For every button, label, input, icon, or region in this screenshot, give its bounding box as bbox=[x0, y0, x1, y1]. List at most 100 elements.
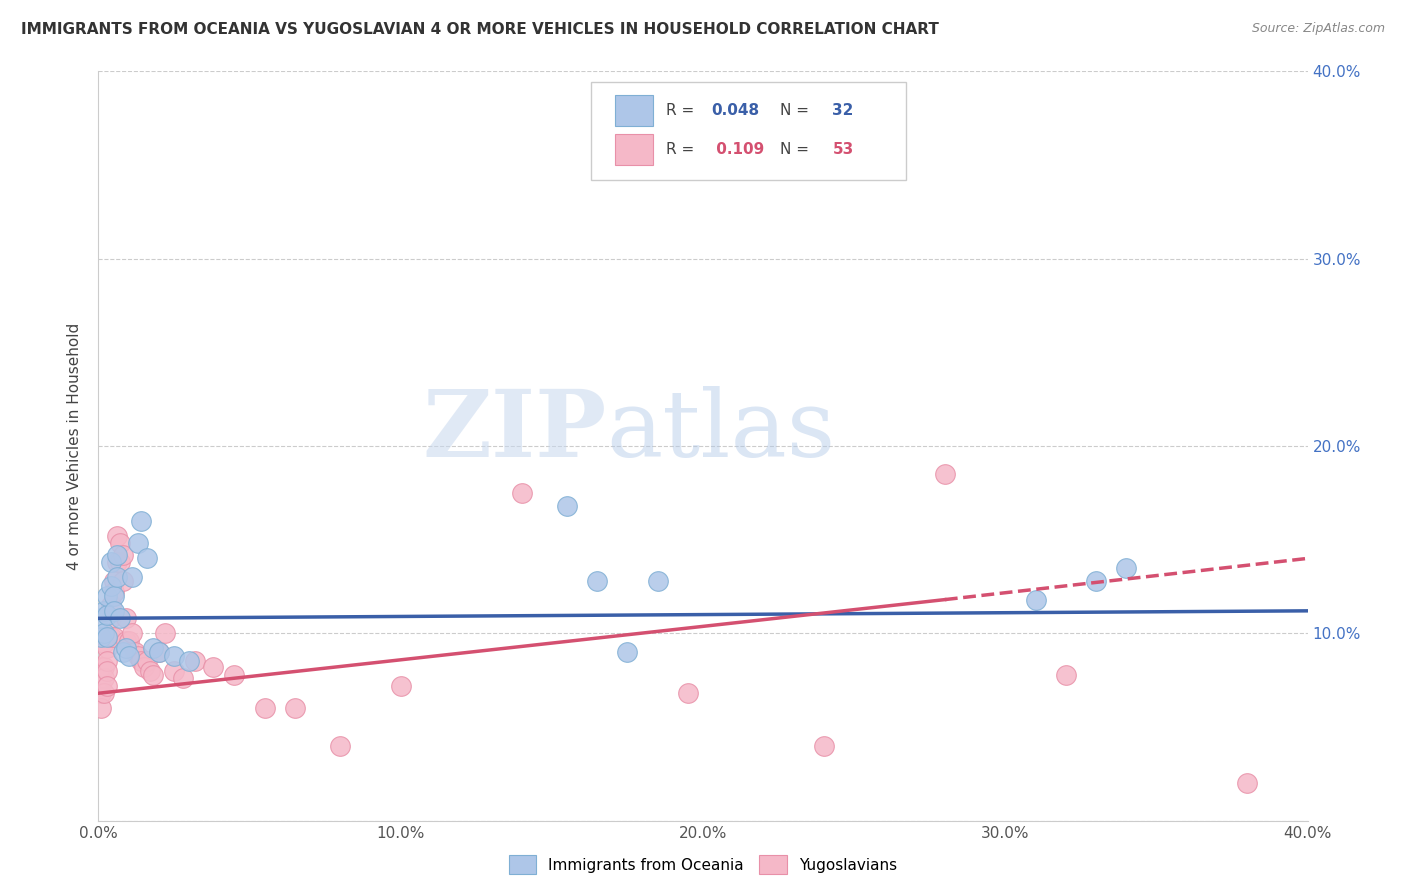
Point bbox=[647, 574, 669, 588]
Point bbox=[100, 599, 122, 613]
Point bbox=[105, 529, 128, 543]
Point bbox=[96, 607, 118, 622]
Point bbox=[96, 655, 118, 669]
Point bbox=[1236, 776, 1258, 790]
Point bbox=[389, 679, 412, 693]
Point bbox=[114, 641, 136, 656]
Point bbox=[96, 589, 118, 603]
Point bbox=[142, 667, 165, 681]
Point bbox=[135, 551, 157, 566]
Point bbox=[105, 570, 128, 584]
Point bbox=[616, 645, 638, 659]
Point bbox=[114, 611, 136, 625]
Point bbox=[96, 630, 118, 644]
Point bbox=[124, 645, 146, 659]
Point bbox=[118, 648, 141, 663]
Point bbox=[90, 660, 112, 674]
Point bbox=[163, 648, 186, 663]
FancyBboxPatch shape bbox=[614, 134, 654, 165]
Point bbox=[813, 739, 835, 753]
Point bbox=[148, 645, 170, 659]
Point bbox=[103, 574, 125, 588]
Point bbox=[103, 604, 125, 618]
Point bbox=[142, 641, 165, 656]
FancyBboxPatch shape bbox=[614, 95, 654, 126]
Point bbox=[111, 548, 134, 562]
Point bbox=[153, 626, 176, 640]
Point bbox=[1115, 561, 1137, 575]
Point bbox=[148, 645, 170, 659]
Point bbox=[586, 574, 609, 588]
Point bbox=[121, 570, 143, 584]
Point bbox=[93, 635, 115, 649]
Point bbox=[90, 630, 112, 644]
Point bbox=[202, 660, 225, 674]
Point bbox=[100, 555, 122, 569]
Text: IMMIGRANTS FROM OCEANIA VS YUGOSLAVIAN 4 OR MORE VEHICLES IN HOUSEHOLD CORRELATI: IMMIGRANTS FROM OCEANIA VS YUGOSLAVIAN 4… bbox=[21, 22, 939, 37]
Point bbox=[90, 611, 112, 625]
Point bbox=[676, 686, 699, 700]
Point bbox=[111, 645, 134, 659]
Text: 32: 32 bbox=[832, 103, 853, 118]
Point bbox=[121, 626, 143, 640]
Point bbox=[105, 555, 128, 569]
Point bbox=[224, 667, 246, 681]
Legend: Immigrants from Oceania, Yugoslavians: Immigrants from Oceania, Yugoslavians bbox=[503, 849, 903, 880]
Point bbox=[108, 611, 131, 625]
Point bbox=[90, 679, 112, 693]
Point bbox=[132, 660, 155, 674]
Point bbox=[129, 514, 152, 528]
Text: R =: R = bbox=[665, 142, 699, 157]
Point bbox=[100, 630, 122, 644]
Point bbox=[100, 611, 122, 625]
Point bbox=[1024, 592, 1046, 607]
Point bbox=[129, 655, 152, 669]
Point bbox=[103, 589, 125, 603]
Point bbox=[93, 626, 115, 640]
Text: 0.109: 0.109 bbox=[711, 142, 765, 157]
Point bbox=[103, 630, 125, 644]
Point bbox=[103, 585, 125, 599]
Point bbox=[118, 633, 141, 648]
Point bbox=[114, 633, 136, 648]
Point bbox=[96, 664, 118, 678]
Text: R =: R = bbox=[665, 103, 699, 118]
Text: ZIP: ZIP bbox=[422, 386, 606, 476]
Point bbox=[93, 604, 115, 618]
Point bbox=[163, 664, 186, 678]
Text: 53: 53 bbox=[832, 142, 853, 157]
Point bbox=[96, 679, 118, 693]
Point bbox=[179, 655, 201, 669]
Point bbox=[111, 574, 134, 588]
Text: N =: N = bbox=[780, 103, 814, 118]
Point bbox=[510, 486, 533, 500]
Point bbox=[105, 548, 128, 562]
Point bbox=[127, 648, 149, 663]
Point bbox=[100, 580, 122, 594]
Point bbox=[108, 536, 131, 550]
Point bbox=[90, 671, 112, 685]
FancyBboxPatch shape bbox=[591, 82, 905, 180]
Point bbox=[139, 664, 162, 678]
Point bbox=[1054, 667, 1077, 681]
Text: atlas: atlas bbox=[606, 386, 835, 476]
Point bbox=[93, 671, 115, 685]
Point bbox=[96, 641, 118, 656]
Point bbox=[127, 536, 149, 550]
Point bbox=[172, 671, 194, 685]
Point bbox=[93, 660, 115, 674]
Point bbox=[1085, 574, 1108, 588]
Point bbox=[108, 555, 131, 569]
Text: 0.048: 0.048 bbox=[711, 103, 759, 118]
Point bbox=[184, 655, 207, 669]
Text: Source: ZipAtlas.com: Source: ZipAtlas.com bbox=[1251, 22, 1385, 36]
Point bbox=[329, 739, 352, 753]
Point bbox=[90, 701, 112, 715]
Point bbox=[93, 686, 115, 700]
Point bbox=[284, 701, 307, 715]
Point bbox=[253, 701, 276, 715]
Point bbox=[90, 686, 112, 700]
Point bbox=[555, 499, 578, 513]
Point bbox=[934, 467, 956, 482]
Y-axis label: 4 or more Vehicles in Household: 4 or more Vehicles in Household bbox=[67, 322, 83, 570]
